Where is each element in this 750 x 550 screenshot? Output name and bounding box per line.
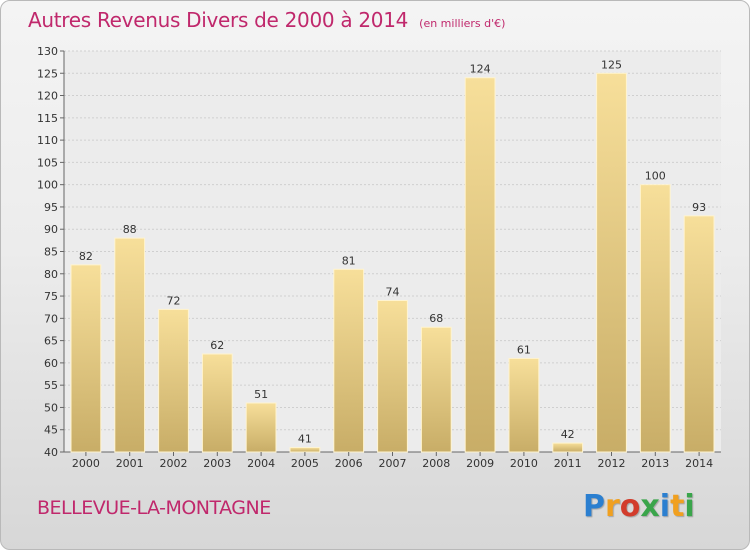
x-tick-label: 2006: [335, 457, 363, 470]
logo-letter: i: [684, 489, 695, 524]
bar-value-label: 51: [254, 388, 268, 401]
y-tick-label: 95: [44, 201, 58, 214]
bar-value-label: 74: [386, 286, 400, 299]
bar-value-label: 81: [342, 254, 356, 267]
x-tick-label: 2014: [685, 457, 713, 470]
y-tick-label: 90: [44, 223, 58, 236]
bar-2014: [683, 215, 715, 453]
chart-title: Autres Revenus Divers de 2000 à 2014 (en…: [28, 8, 505, 32]
bar-value-label: 125: [601, 58, 622, 71]
x-tick-label: 2002: [160, 457, 188, 470]
chart-unit: (en milliers d'€): [419, 17, 506, 30]
y-tick-label: 55: [44, 379, 58, 392]
bar-2002: [158, 308, 189, 453]
bar-value-label: 124: [470, 63, 491, 76]
bar-2007: [377, 300, 408, 453]
bar-2009: [464, 77, 496, 453]
bar-value-label: 62: [210, 339, 224, 352]
bar-value-label: 61: [517, 343, 531, 356]
x-tick-label: 2013: [641, 457, 669, 470]
x-tick-label: 2001: [116, 457, 144, 470]
x-tick-label: 2009: [466, 457, 494, 470]
bar-value-label: 42: [561, 428, 575, 441]
bar-value-label: 68: [429, 312, 443, 325]
logo-letter: t: [670, 489, 685, 524]
y-tick-label: 120: [37, 90, 58, 103]
x-tick-label: 2005: [291, 457, 319, 470]
y-tick-label: 45: [44, 424, 58, 437]
y-tick-label: 85: [44, 246, 58, 259]
y-tick-label: 110: [37, 134, 58, 147]
x-tick-label: 2010: [510, 457, 538, 470]
bar-2004: [245, 402, 277, 453]
y-tick-label: 65: [44, 335, 58, 348]
bar-value-label: 72: [167, 294, 181, 307]
x-tick-label: 2012: [598, 457, 626, 470]
y-tick-label: 75: [44, 290, 58, 303]
bar-value-label: 88: [123, 223, 137, 236]
y-tick-label: 125: [37, 67, 58, 80]
bar-2010: [508, 357, 540, 453]
x-tick-label: 2011: [554, 457, 582, 470]
y-tick-label: 60: [44, 357, 58, 370]
bar-value-label: 100: [645, 170, 666, 183]
y-tick-label: 100: [37, 179, 58, 192]
logo-letter: r: [605, 489, 620, 524]
bar-2006: [333, 268, 365, 453]
bar-2008: [420, 326, 452, 453]
bar-2011: [552, 442, 584, 453]
logo-letter: o: [619, 489, 641, 524]
x-tick-label: 2000: [72, 457, 100, 470]
x-tick-label: 2003: [203, 457, 231, 470]
y-tick-label: 50: [44, 401, 58, 414]
chart-title-text: Autres Revenus Divers de 2000 à 2014: [28, 8, 409, 32]
y-tick-label: 130: [37, 45, 58, 58]
x-tick-label: 2007: [379, 457, 407, 470]
bar-2003: [201, 353, 233, 453]
x-tick-label: 2004: [247, 457, 275, 470]
bar-2013: [639, 184, 671, 453]
y-tick-label: 115: [37, 112, 58, 125]
bar-2012: [596, 72, 627, 453]
bar-value-label: 82: [79, 250, 93, 263]
y-tick-label: 40: [44, 446, 58, 459]
logo-letter: i: [659, 489, 671, 524]
town-name: BELLEVUE-LA-MONTAGNE: [37, 497, 271, 519]
y-tick-label: 105: [37, 156, 58, 169]
x-tick-label: 2008: [422, 457, 450, 470]
proxiti-logo: Proxiti: [583, 489, 695, 524]
bar-value-label: 41: [298, 433, 312, 446]
y-tick-label: 80: [44, 268, 58, 281]
bar-value-label: 93: [692, 201, 706, 214]
y-tick-label: 70: [44, 312, 58, 325]
logo-letter: x: [640, 489, 660, 524]
bar-2001: [114, 237, 146, 453]
logo-letter: P: [583, 489, 605, 524]
bar-2000: [70, 264, 102, 453]
bar-2005: [289, 447, 321, 453]
